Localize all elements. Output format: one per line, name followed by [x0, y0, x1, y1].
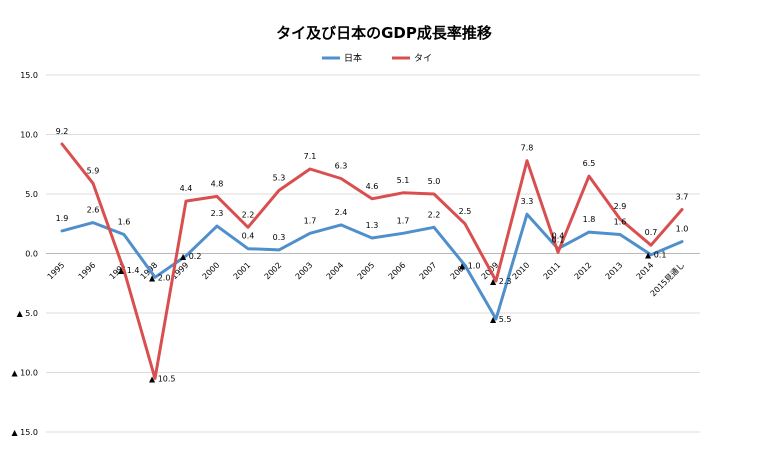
data-label: 1.7	[397, 216, 410, 225]
x-tick-label: 2003	[294, 261, 315, 282]
data-label: 2.4	[335, 208, 348, 217]
chart-title: タイ及び日本のGDP成長率推移	[276, 24, 492, 42]
data-label: 0.1	[552, 235, 565, 244]
data-label: ▲ 0.1	[645, 251, 666, 260]
data-label: 5.0	[428, 177, 441, 186]
x-tick-label: 2007	[418, 261, 439, 282]
data-label: 0.3	[273, 233, 286, 242]
data-label: 0.7	[645, 228, 658, 237]
data-label: ▲ 1.0	[459, 261, 480, 270]
data-label: 6.5	[583, 159, 596, 168]
x-tick-label: 2001	[232, 261, 253, 282]
data-label: 7.1	[304, 152, 317, 161]
data-label: 1.0	[676, 225, 689, 234]
data-labels: 1.9 2.6 1.6 ▲ 2.0 ▲ 0.2 2.3 0.4 0.3 1.7 2.4 1.3 1.7…	[56, 127, 689, 383]
data-label: 2.6	[87, 206, 100, 215]
data-label: 0.4	[552, 232, 565, 241]
y-tick-label: 15.0	[20, 71, 38, 80]
legend: 日本 タイ	[322, 52, 432, 64]
data-label: 2.3	[211, 209, 224, 218]
data-label: 2.9	[614, 202, 627, 211]
data-label: 2.2	[242, 210, 255, 219]
data-label: 1.6	[118, 217, 131, 226]
data-label: 9.2	[56, 127, 69, 136]
legend-label: タイ	[414, 53, 432, 64]
data-label: 5.3	[273, 173, 286, 182]
data-label: 2.2	[428, 210, 441, 219]
data-label: ▲ 5.5	[490, 315, 511, 324]
data-label: 3.3	[521, 197, 534, 206]
x-tick-label: 2014	[635, 261, 656, 282]
y-tick-label: ▲ 10.0	[11, 369, 38, 378]
series-line	[60, 142, 684, 380]
series-lines	[60, 142, 684, 380]
data-label: ▲ 2.3	[490, 277, 511, 286]
y-tick-label: 10.0	[20, 131, 38, 140]
data-label: ▲ 10.5	[149, 374, 176, 383]
data-label: ▲ 1.4	[118, 266, 139, 275]
x-tick-label: 1995	[46, 261, 67, 282]
x-tick-label: 2012	[573, 261, 594, 282]
data-label: 1.8	[583, 215, 596, 224]
data-label: 6.3	[335, 162, 348, 171]
legend-label: 日本	[344, 52, 362, 64]
data-label: 1.7	[304, 216, 317, 225]
data-label: 1.9	[56, 214, 69, 223]
gridlines	[46, 74, 700, 433]
data-label: 4.6	[366, 182, 379, 191]
data-label: 5.1	[397, 176, 410, 185]
x-tick-label: 1996	[77, 261, 98, 282]
data-label: ▲ 0.2	[180, 252, 201, 261]
y-tick-label: 5.0	[25, 190, 38, 199]
series-line	[60, 212, 684, 321]
x-axis: 1995 1996 1997 1998 1999 2000 2001 2002 2003 2004…	[46, 260, 687, 298]
x-tick-label: 2011	[542, 261, 563, 282]
data-label: 0.4	[242, 232, 255, 241]
data-label: 2.5	[459, 207, 472, 216]
data-label: 7.8	[521, 144, 534, 153]
data-label: 5.9	[87, 166, 100, 175]
x-tick-label: 2002	[263, 261, 284, 282]
data-label: 4.4	[180, 184, 193, 193]
data-label: 1.6	[614, 217, 627, 226]
y-axis: 15.0 10.0 5.0 0.0 ▲ 5.0 ▲ 10.0 ▲ 15.0	[11, 71, 38, 437]
x-tick-label: 2000	[201, 261, 222, 282]
data-label: ▲ 2.0	[149, 273, 170, 282]
x-tick-label: 2004	[325, 261, 346, 282]
x-tick-label: 2005	[356, 261, 377, 282]
data-label: 4.8	[211, 179, 224, 188]
y-tick-label: ▲ 15.0	[11, 428, 38, 437]
data-label: 3.7	[676, 192, 689, 201]
y-tick-label: ▲ 5.0	[17, 309, 38, 318]
x-tick-label: 2006	[387, 261, 408, 282]
x-tick-label: 2013	[604, 261, 625, 282]
y-tick-label: 0.0	[25, 250, 38, 259]
data-label: 1.3	[366, 221, 379, 230]
